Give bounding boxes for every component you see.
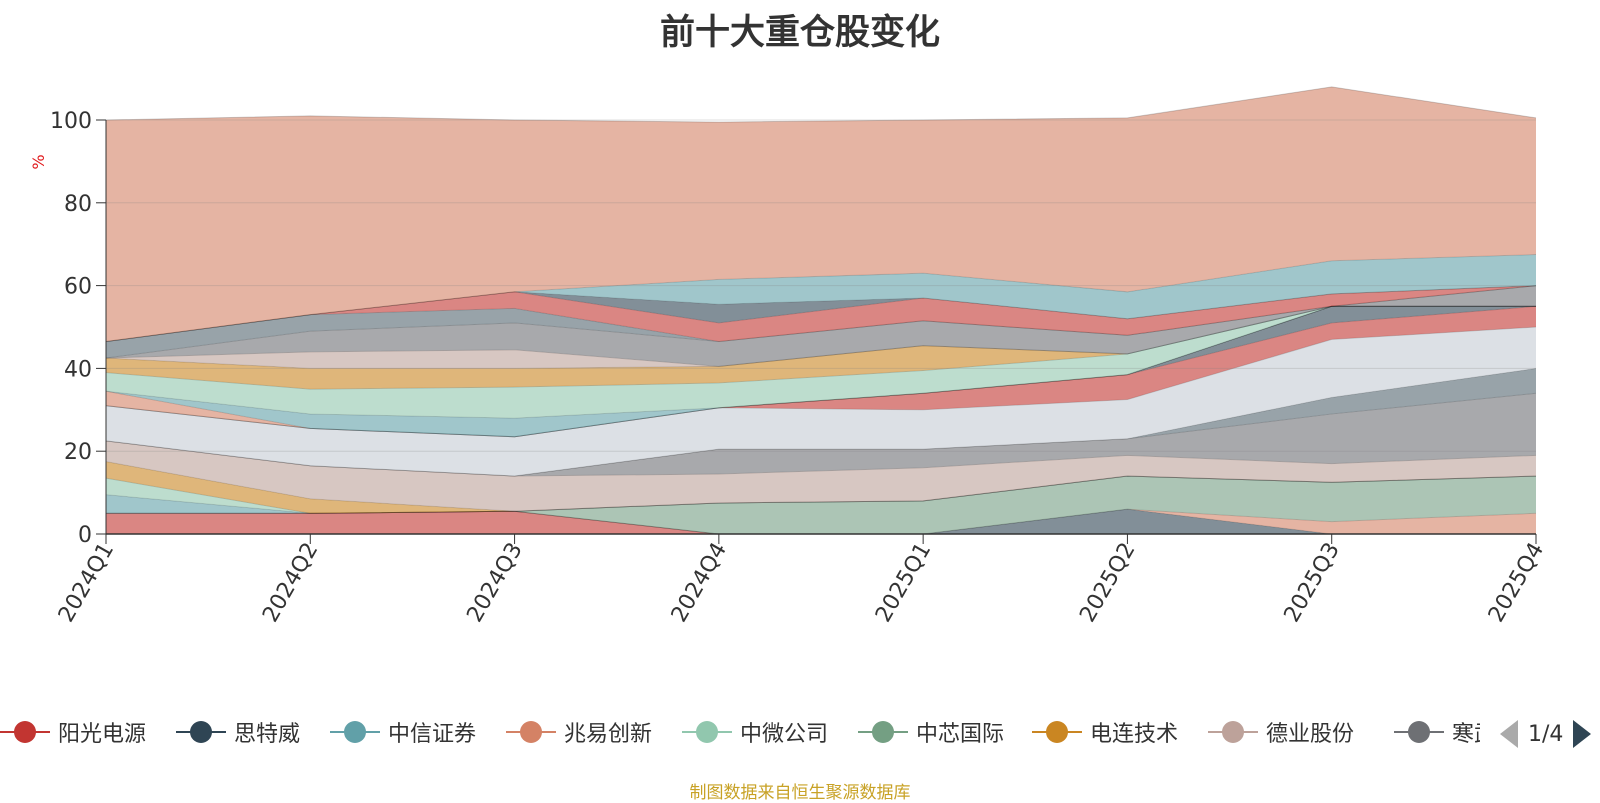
y-tick-label: 0	[78, 523, 92, 548]
legend-label: 阳光电源	[58, 722, 147, 747]
area-series-1[interactable]	[106, 511, 1536, 534]
area-series-23[interactable]	[106, 254, 1536, 342]
source-note: 制图数据来自恒生聚源数据库	[689, 783, 911, 803]
legend-page-indicator: 1/4	[1528, 721, 1564, 747]
gridlines-layer	[106, 119, 1536, 452]
legend-marker-icon	[176, 717, 226, 747]
legend-marker-icon	[1032, 717, 1082, 747]
area-series-edge	[105, 86, 1537, 123]
legend-item[interactable]: 中芯国际	[858, 712, 1004, 752]
area-series-layer	[105, 86, 1537, 535]
x-tick-label: 2025Q4	[1484, 539, 1549, 627]
legend-prev-page-button[interactable]	[1500, 720, 1518, 748]
area-series-24[interactable]	[106, 86, 1536, 342]
area-series-20[interactable]	[106, 285, 1536, 359]
legend-marker-icon	[0, 717, 50, 747]
legend-item[interactable]: 兆易创新	[506, 712, 652, 752]
area-series-3[interactable]	[106, 509, 1536, 534]
legend-label: 思特威	[234, 722, 301, 747]
y-tick-label: 100	[50, 109, 92, 134]
legend-label: 中信证券	[388, 722, 477, 747]
area-series-21[interactable]	[106, 285, 1536, 342]
legend-label: 中芯国际	[916, 722, 1005, 747]
legend-next-page-button[interactable]	[1573, 720, 1592, 748]
legend-item[interactable]: 中信证券	[330, 712, 476, 752]
x-tick-label: 2024Q2	[258, 539, 323, 627]
area-series-9[interactable]	[106, 393, 1536, 477]
y-tick-label: 60	[64, 275, 92, 300]
legend-label: 德业股份	[1266, 722, 1355, 747]
y-axis-unit-label: %	[29, 154, 48, 169]
x-tick-label: 2025Q1	[871, 539, 936, 627]
area-series-18[interactable]	[106, 306, 1536, 369]
area-series-10[interactable]	[106, 368, 1536, 477]
legend-pager: 1/4	[1500, 717, 1592, 751]
area-series-2[interactable]	[106, 509, 1536, 534]
legend-label: 电连技术	[1090, 722, 1179, 747]
area-series-5[interactable]	[106, 476, 1536, 514]
legend-marker-icon	[330, 717, 380, 747]
y-tick-label: 20	[64, 440, 92, 465]
legend-marker-icon	[682, 717, 732, 747]
y-tick-label: 80	[64, 192, 92, 217]
x-tick-label: 2024Q3	[462, 539, 527, 627]
legend-label: 寒武纪	[1452, 722, 1480, 747]
area-series-11[interactable]	[106, 327, 1536, 477]
area-series-19[interactable]	[106, 285, 1536, 367]
x-tick-label: 2025Q2	[1075, 539, 1140, 627]
area-series-16[interactable]	[106, 306, 1536, 419]
x-tick-label: 2024Q1	[54, 539, 119, 627]
legend-item[interactable]: 中微公司	[682, 712, 828, 752]
legend-marker-icon	[1208, 717, 1258, 747]
y-tick-label: 40	[64, 357, 92, 382]
area-series-8[interactable]	[106, 440, 1536, 512]
chart-title: 前十大重仓股变化	[659, 13, 940, 53]
x-tick-label: 2024Q4	[667, 539, 732, 627]
area-series-4[interactable]	[106, 476, 1536, 534]
legend-marker-icon	[1394, 717, 1444, 747]
legend-marker-icon	[506, 717, 556, 747]
legend: 阳光电源 思特威 中信证券 兆易创新 中微公司 中芯国际 电连技术 德业股份 寒武纪	[0, 712, 1480, 752]
legend-label: 中微公司	[740, 722, 829, 747]
legend-marker-icon	[858, 717, 908, 747]
x-tick-label: 2025Q3	[1280, 539, 1345, 627]
area-series-12[interactable]	[106, 306, 1536, 437]
legend-item[interactable]: 寒武纪	[1394, 712, 1480, 752]
legend-item[interactable]: 德业股份	[1208, 712, 1354, 752]
legend-label: 兆易创新	[564, 722, 653, 747]
legend-item[interactable]: 思特威	[176, 712, 300, 752]
legend-item[interactable]: 阳光电源	[0, 712, 146, 752]
legend-item[interactable]: 电连技术	[1032, 712, 1178, 752]
